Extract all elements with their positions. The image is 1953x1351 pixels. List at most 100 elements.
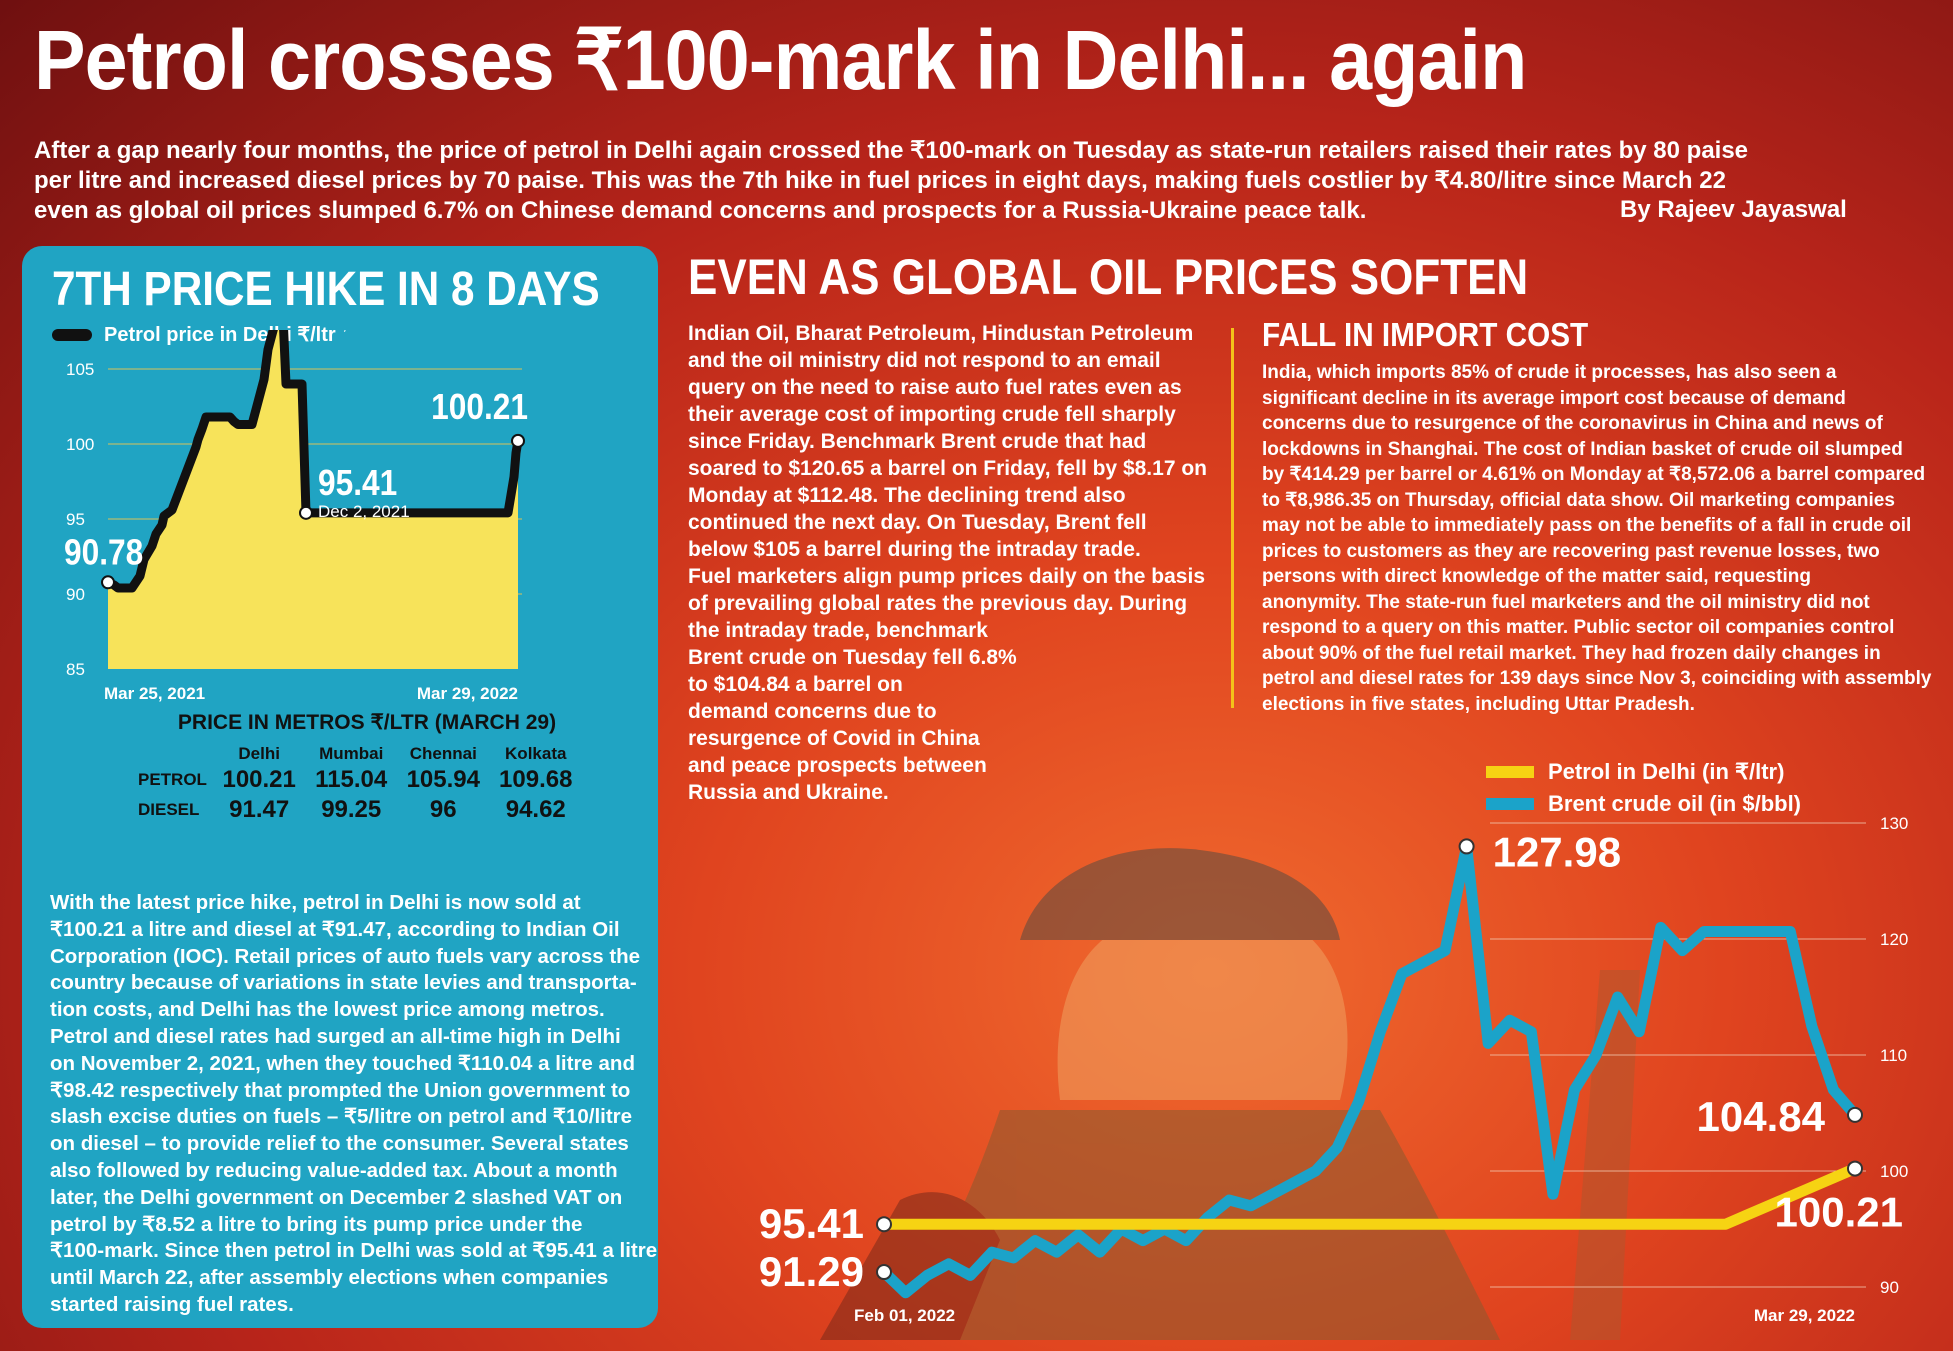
data-label: 90.78 bbox=[64, 532, 143, 572]
right-col2-line: concerns due to resurgence of the corona… bbox=[1262, 413, 1883, 434]
left-body-line: later, the Delhi government on December … bbox=[50, 1185, 623, 1209]
right-col1-line: soared to $120.65 a barrel on Friday, fe… bbox=[688, 457, 1207, 480]
left-panel: 7TH PRICE HIKE IN 8 DAYS Petrol price in… bbox=[22, 246, 658, 1328]
y-tick-label: 95 bbox=[66, 510, 85, 529]
legend-swatch-brent bbox=[1486, 798, 1534, 810]
metros-cell: 96 bbox=[429, 796, 457, 823]
x-label-end: Mar 29, 2022 bbox=[417, 684, 518, 703]
data-label: 100.21 bbox=[431, 387, 528, 427]
y-tick-label: 100 bbox=[66, 435, 94, 454]
right-col1-line: continued the next day. On Tuesday, Bren… bbox=[688, 511, 1147, 534]
data-point-marker bbox=[101, 575, 115, 590]
legend-row-brent: Brent crude oil (in $/bbl) bbox=[1486, 788, 1801, 820]
right-col2-line: by ₹414.29 per barrel or 4.61% on Monday… bbox=[1262, 464, 1926, 485]
left-body-line: country because of variations in state l… bbox=[50, 971, 637, 995]
intro-line: per litre and increased diesel prices by… bbox=[34, 167, 1726, 194]
metros-cell: 91.47 bbox=[229, 796, 290, 823]
metros-cell: 94.62 bbox=[505, 796, 566, 823]
petrol-area bbox=[108, 330, 518, 669]
right-col1-line: below $105 a barrel during the intraday … bbox=[688, 538, 1141, 561]
y-tick-label: 85 bbox=[66, 660, 85, 679]
right-col2-line: significant decline in its average impor… bbox=[1262, 387, 1846, 409]
y-tick-label: 110 bbox=[1880, 1046, 1907, 1065]
right-col2-line: elections in five states, including Utta… bbox=[1262, 693, 1695, 715]
x-label-start: Mar 25, 2021 bbox=[104, 684, 205, 703]
metros-cell: 109.68 bbox=[499, 766, 573, 793]
data-label: 100.21 bbox=[1775, 1189, 1903, 1236]
y-tick-label: 120 bbox=[1880, 930, 1908, 949]
left-body-line: ₹100-mark. Since then petrol in Delhi wa… bbox=[50, 1239, 658, 1263]
metros-city: Delhi bbox=[238, 744, 280, 763]
legend-swatch-petrol-delhi bbox=[1486, 766, 1534, 778]
data-label-date: Dec 2, 2021 bbox=[318, 502, 410, 521]
left-body-line: With the latest price hike, petrol in De… bbox=[50, 891, 581, 914]
right-col1-line: to $104.84 a barrel on bbox=[688, 673, 903, 696]
intro-line: even as global oil prices slumped 6.7% o… bbox=[34, 197, 1367, 224]
right-col2-line: respond to a query on this matter. Publi… bbox=[1262, 617, 1895, 638]
metros-cell: 99.25 bbox=[321, 796, 382, 823]
worker-head-shape bbox=[1057, 920, 1348, 1100]
data-label: 127.98 bbox=[1493, 828, 1621, 875]
right-col1-line: Brent crude on Tuesday fell 6.8% bbox=[688, 646, 1017, 669]
worker-cap-shape bbox=[1020, 848, 1340, 940]
data-point-marker bbox=[876, 1264, 892, 1281]
right-col1-line: since Friday. Benchmark Brent crude that… bbox=[688, 430, 1147, 453]
right-col1-line: Fuel marketers align pump prices daily o… bbox=[688, 565, 1205, 588]
left-body-line: on November 2, 2021, when they touched ₹… bbox=[50, 1051, 635, 1075]
right-col1-line: demand concerns due to bbox=[688, 700, 937, 723]
left-body-line: on diesel – to provide relief to the con… bbox=[50, 1132, 629, 1156]
metros-city: Chennai bbox=[409, 744, 477, 763]
data-label: 91.29 bbox=[759, 1248, 864, 1295]
y-tick-label: 130 bbox=[1880, 814, 1908, 833]
metros-cell: 105.94 bbox=[406, 766, 480, 793]
x-label-end: Mar 29, 2022 bbox=[1754, 1306, 1855, 1325]
left-body-line: slash excise duties on fuels – ₹5/litre … bbox=[50, 1105, 633, 1129]
metros-grid: Delhi Mumbai Chennai Kolkata PETROL 100.… bbox=[132, 743, 582, 825]
right-column-1: Indian Oil, Bharat Petroleum, Hindustan … bbox=[688, 320, 1208, 806]
right-col2-line: may not be able to immediately pass on t… bbox=[1262, 515, 1912, 536]
y-tick-label: 105 bbox=[66, 360, 94, 379]
right-col2-line: India, which imports 85% of crude it pro… bbox=[1262, 362, 1837, 383]
metros-row-label: PETROL bbox=[138, 770, 207, 789]
data-label: 95.41 bbox=[759, 1200, 864, 1247]
x-label-start: Feb 01, 2022 bbox=[854, 1306, 955, 1325]
metros-city: Kolkata bbox=[505, 744, 567, 763]
legend-label-brent: Brent crude oil (in $/bbl) bbox=[1548, 791, 1802, 816]
metros-cell: 115.04 bbox=[315, 766, 388, 793]
right-column-2: India, which imports 85% of crude it pro… bbox=[1262, 360, 1942, 717]
right-chart-legend: Petrol in Delhi (in ₹/ltr) Brent crude o… bbox=[1486, 756, 1801, 820]
byline: By Rajeev Jayaswal bbox=[1620, 196, 1847, 223]
right-col2-line: petrol and diesel rates for 139 days sin… bbox=[1262, 668, 1932, 689]
left-body-line: Corporation (IOC). Retail prices of auto… bbox=[50, 944, 641, 968]
right-heading: EVEN AS GLOBAL OIL PRICES SOFTEN bbox=[688, 249, 1529, 305]
right-col2-line: about 90% of the fuel retail market. The… bbox=[1262, 642, 1881, 664]
data-label: 104.84 bbox=[1697, 1093, 1826, 1140]
data-label-date: Nov 2, 2021 bbox=[298, 330, 390, 333]
y-tick-label: 90 bbox=[1880, 1278, 1899, 1297]
right-col2-line: prices to customers as they are recoveri… bbox=[1262, 540, 1880, 562]
data-point-marker bbox=[1458, 838, 1475, 855]
right-col2-line: to ₹8,986.35 on Thursday, official data … bbox=[1262, 489, 1895, 511]
right-col1-line: and the oil ministry did not respond to … bbox=[688, 349, 1161, 372]
data-point-marker bbox=[299, 505, 313, 520]
right-col2-line: lockdowns in Shanghai. The cost of India… bbox=[1262, 438, 1903, 460]
left-body-line: tion costs, and Delhi has the lowest pri… bbox=[50, 998, 605, 1022]
right-col1-line: of prevailing global rates the previous … bbox=[688, 592, 1188, 615]
left-body-line: until March 22, after assembly elections… bbox=[50, 1266, 609, 1290]
right-col1-line: Monday at $112.48. The declining trend a… bbox=[688, 484, 1126, 507]
right-col1-line: query on the need to raise auto fuel rat… bbox=[688, 376, 1182, 399]
petrol-line bbox=[106, 330, 523, 593]
intro: After a gap nearly four months, the pric… bbox=[34, 136, 1894, 226]
legend-row-petrol: Petrol in Delhi (in ₹/ltr) bbox=[1486, 756, 1801, 788]
headline: Petrol crosses ₹100-mark in Delhi... aga… bbox=[34, 13, 1527, 107]
metros-title: PRICE IN METROS ₹/LTR (MARCH 29) bbox=[177, 711, 557, 734]
data-label: 95.41 bbox=[318, 463, 397, 503]
left-body-line: started raising fuel rates. bbox=[50, 1292, 294, 1316]
left-panel-title: 7TH PRICE HIKE IN 8 DAYS bbox=[52, 263, 600, 316]
data-point-marker bbox=[876, 1216, 892, 1233]
left-body-line: ₹100.21 a litre and diesel at ₹91.47, ac… bbox=[50, 917, 620, 941]
metros-cell: 100.21 bbox=[222, 766, 296, 793]
right-col2-line: anonymity. The state-run fuel marketers … bbox=[1262, 591, 1870, 613]
